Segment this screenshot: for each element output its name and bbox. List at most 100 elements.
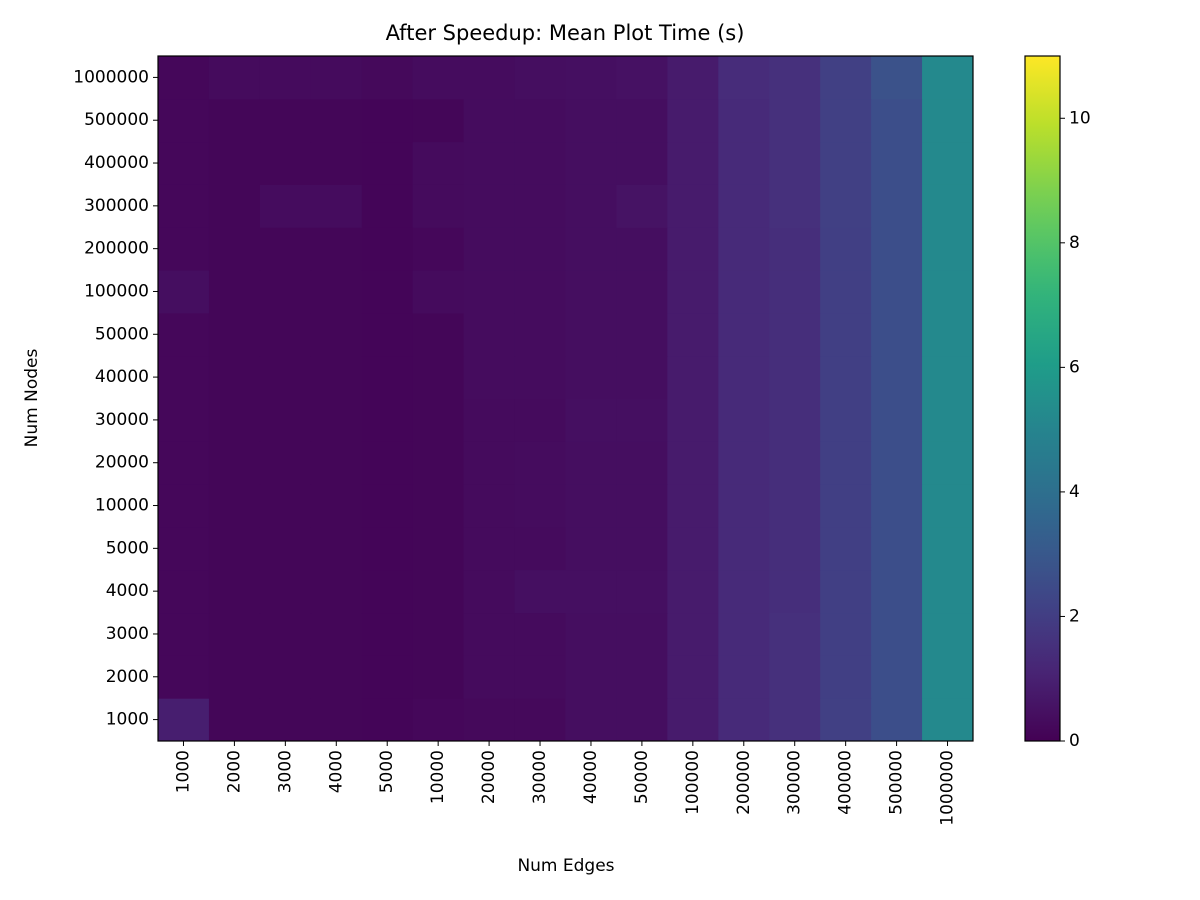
- heatmap-cell: [871, 655, 923, 699]
- heatmap-cell: [208, 655, 261, 699]
- heatmap-cell: [871, 270, 923, 314]
- heatmap-cell: [310, 312, 363, 357]
- heatmap-cell: [412, 270, 465, 314]
- heatmap-cell: [667, 270, 719, 314]
- heatmap-cell: [463, 526, 516, 571]
- heatmap-cell: [208, 569, 261, 614]
- heatmap-cell: [412, 398, 465, 442]
- x-tick-label: 200000: [734, 750, 754, 815]
- heatmap-cell: [158, 698, 210, 742]
- heatmap-cell: [259, 655, 312, 699]
- heatmap-cell: [769, 312, 821, 357]
- heatmap-cell: [769, 270, 821, 314]
- heatmap-cell: [667, 655, 719, 699]
- colorbar-tick-label: 10: [1069, 108, 1091, 128]
- heatmap-cell: [616, 569, 668, 614]
- heatmap-cell: [616, 270, 668, 314]
- heatmap-cell: [718, 655, 770, 699]
- heatmap-cell: [310, 698, 363, 742]
- heatmap-cell: [463, 398, 516, 442]
- heatmap-cell: [259, 270, 312, 314]
- heatmap-cell: [616, 227, 668, 271]
- heatmap-cell: [514, 698, 566, 742]
- heatmap-cell: [158, 56, 210, 100]
- heatmap-cell: [310, 227, 363, 271]
- heatmap-cell: [718, 484, 770, 528]
- heatmap-cell: [412, 141, 465, 185]
- y-tick-label: 100000: [84, 281, 149, 301]
- heatmap-cell: [412, 441, 465, 485]
- heatmap-cell: [565, 184, 617, 228]
- heatmap-cell: [565, 270, 617, 314]
- y-tick-label: 20000: [95, 453, 149, 473]
- heatmap-cell: [820, 526, 872, 571]
- heatmap-cell: [820, 484, 872, 528]
- heatmap-cell: [514, 141, 566, 185]
- heatmap-cell: [412, 56, 465, 100]
- heatmap-cell: [922, 355, 974, 399]
- heatmap-cell: [718, 398, 770, 442]
- heatmap-cell: [514, 398, 566, 442]
- heatmap-cell: [158, 526, 210, 571]
- y-axis-label: Num Nodes: [22, 349, 42, 448]
- heatmap-cell: [361, 227, 414, 271]
- heatmap-cell: [871, 312, 923, 357]
- heatmap-cell: [208, 398, 261, 442]
- y-tick-label: 40000: [95, 367, 149, 387]
- heatmap-cell: [463, 56, 516, 100]
- heatmap-cell: [922, 569, 974, 614]
- heatmap-cell: [922, 312, 974, 357]
- x-tick-label: 100000: [683, 750, 703, 815]
- heatmap-cell: [871, 227, 923, 271]
- colorbar-tick-label: 6: [1069, 357, 1080, 377]
- y-tick-label: 400000: [84, 153, 149, 173]
- heatmap-cell: [412, 98, 465, 143]
- y-tick-label: 4000: [106, 581, 149, 601]
- heatmap-cell: [616, 98, 668, 143]
- heatmap-cell: [769, 526, 821, 571]
- heatmap-cell: [259, 569, 312, 614]
- heatmap-cell: [667, 184, 719, 228]
- heatmap-cell: [667, 398, 719, 442]
- heatmap-cell: [718, 312, 770, 357]
- heatmap-cell: [361, 355, 414, 399]
- heatmap-cell: [259, 484, 312, 528]
- heatmap-cell: [463, 441, 516, 485]
- heatmap-cell: [616, 56, 668, 100]
- heatmap-cell: [922, 612, 974, 656]
- heatmap-cell: [667, 98, 719, 143]
- heatmap-cell: [922, 56, 974, 100]
- heatmap-cell: [667, 526, 719, 571]
- heatmap-cell: [412, 355, 465, 399]
- heatmap-cell: [158, 227, 210, 271]
- heatmap-cell: [769, 398, 821, 442]
- heatmap-cell: [871, 184, 923, 228]
- heatmap-cell: [565, 98, 617, 143]
- heatmap-cell: [718, 184, 770, 228]
- heatmap-cell: [310, 441, 363, 485]
- heatmap-cell: [158, 569, 210, 614]
- heatmap-cell: [361, 312, 414, 357]
- heatmap-cell: [718, 141, 770, 185]
- heatmap-cell: [769, 355, 821, 399]
- x-tick-label: 300000: [785, 750, 805, 815]
- heatmap-cell: [208, 312, 261, 357]
- heatmap-cell: [463, 569, 516, 614]
- heatmap-cell: [922, 141, 974, 185]
- heatmap-cell: [871, 98, 923, 143]
- y-tick-label: 30000: [95, 410, 149, 430]
- heatmap-cell: [616, 526, 668, 571]
- heatmap-cell: [820, 612, 872, 656]
- y-tick-label: 3000: [106, 624, 149, 644]
- heatmap-cell: [616, 141, 668, 185]
- heatmap-cell: [718, 98, 770, 143]
- heatmap-cell: [616, 441, 668, 485]
- y-tick-label: 5000: [106, 538, 149, 558]
- x-tick-label: 20000: [479, 750, 499, 804]
- heatmap-cell: [412, 526, 465, 571]
- heatmap-cell: [158, 141, 210, 185]
- heatmap-cell: [565, 484, 617, 528]
- heatmap-cell: [718, 698, 770, 742]
- heatmap-cell: [514, 98, 566, 143]
